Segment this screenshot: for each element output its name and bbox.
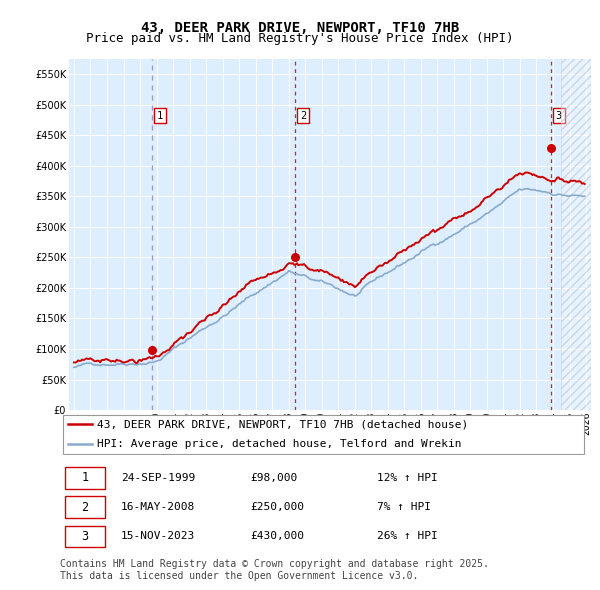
Text: Contains HM Land Registry data © Crown copyright and database right 2025.
This d: Contains HM Land Registry data © Crown c… — [60, 559, 489, 581]
FancyBboxPatch shape — [62, 415, 584, 454]
Text: 12% ↑ HPI: 12% ↑ HPI — [377, 473, 437, 483]
FancyBboxPatch shape — [65, 526, 105, 547]
Text: HPI: Average price, detached house, Telford and Wrekin: HPI: Average price, detached house, Telf… — [97, 439, 461, 449]
Text: 7% ↑ HPI: 7% ↑ HPI — [377, 502, 431, 512]
Text: 24-SEP-1999: 24-SEP-1999 — [121, 473, 195, 483]
Text: 1: 1 — [157, 111, 163, 121]
FancyBboxPatch shape — [65, 496, 105, 518]
Text: 43, DEER PARK DRIVE, NEWPORT, TF10 7HB: 43, DEER PARK DRIVE, NEWPORT, TF10 7HB — [141, 21, 459, 35]
Text: 16-MAY-2008: 16-MAY-2008 — [121, 502, 195, 512]
Text: £250,000: £250,000 — [250, 502, 304, 512]
Text: 1: 1 — [82, 471, 89, 484]
Text: 15-NOV-2023: 15-NOV-2023 — [121, 532, 195, 541]
Text: 43, DEER PARK DRIVE, NEWPORT, TF10 7HB (detached house): 43, DEER PARK DRIVE, NEWPORT, TF10 7HB (… — [97, 419, 468, 430]
Text: 2: 2 — [300, 111, 306, 121]
Text: £98,000: £98,000 — [250, 473, 298, 483]
Text: 2: 2 — [82, 500, 89, 514]
Text: £430,000: £430,000 — [250, 532, 304, 541]
Text: 3: 3 — [556, 111, 562, 121]
Text: Price paid vs. HM Land Registry's House Price Index (HPI): Price paid vs. HM Land Registry's House … — [86, 32, 514, 45]
Text: 26% ↑ HPI: 26% ↑ HPI — [377, 532, 437, 541]
Text: 3: 3 — [82, 530, 89, 543]
FancyBboxPatch shape — [65, 467, 105, 489]
